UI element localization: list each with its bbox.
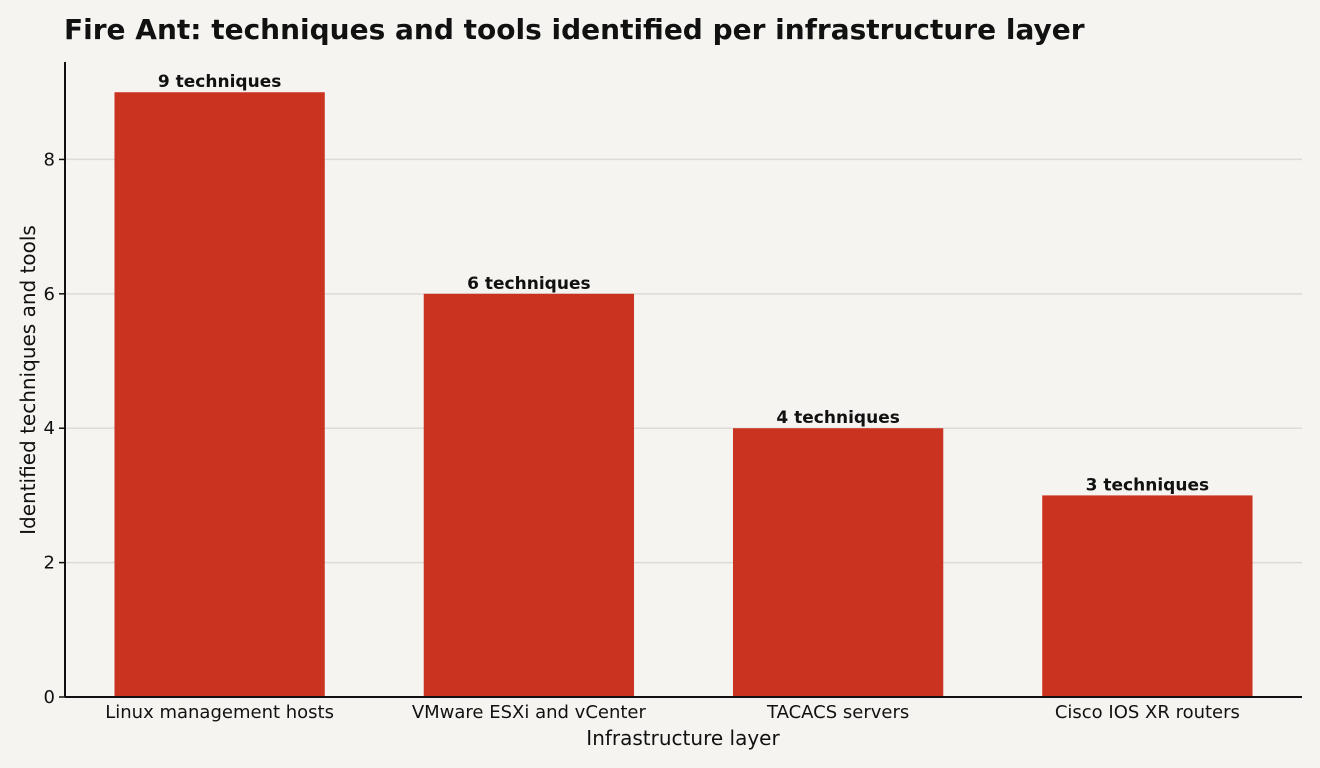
y-tick-label: 8 (44, 149, 55, 170)
x-tick-label: VMware ESXi and vCenter (412, 702, 647, 723)
bars (114, 92, 1253, 697)
bar-data-label: 6 techniques (467, 274, 590, 294)
bar-data-label: 3 techniques (1086, 475, 1209, 495)
y-tick-label: 2 (44, 553, 55, 574)
x-tick-label: TACACS servers (766, 702, 909, 723)
axes (64, 62, 1302, 698)
bar (732, 428, 944, 697)
chart-title: Fire Ant: techniques and tools identifie… (64, 13, 1085, 46)
y-tick-label: 6 (44, 284, 55, 305)
x-axis-title: Infrastructure layer (586, 726, 780, 750)
bar-data-label: 4 techniques (776, 408, 899, 428)
data-labels: 9 techniques 6 techniques 4 techniques 3 te… (158, 72, 1209, 495)
bar (114, 92, 325, 697)
y-axis-title: Identified techniques and tools (16, 225, 40, 535)
bar-data-label: 9 techniques (158, 72, 281, 92)
x-tick-label: Cisco IOS XR routers (1055, 702, 1240, 723)
y-tick-labels: 0 2 4 6 8 (44, 149, 65, 708)
y-tick-label: 0 (44, 687, 55, 708)
x-tick-labels: Linux management hosts VMware ESXi and vC… (105, 702, 1240, 723)
bar (1042, 495, 1253, 697)
y-tick-label: 4 (44, 418, 55, 439)
x-tick-label: Linux management hosts (105, 702, 334, 723)
bar (423, 293, 635, 697)
